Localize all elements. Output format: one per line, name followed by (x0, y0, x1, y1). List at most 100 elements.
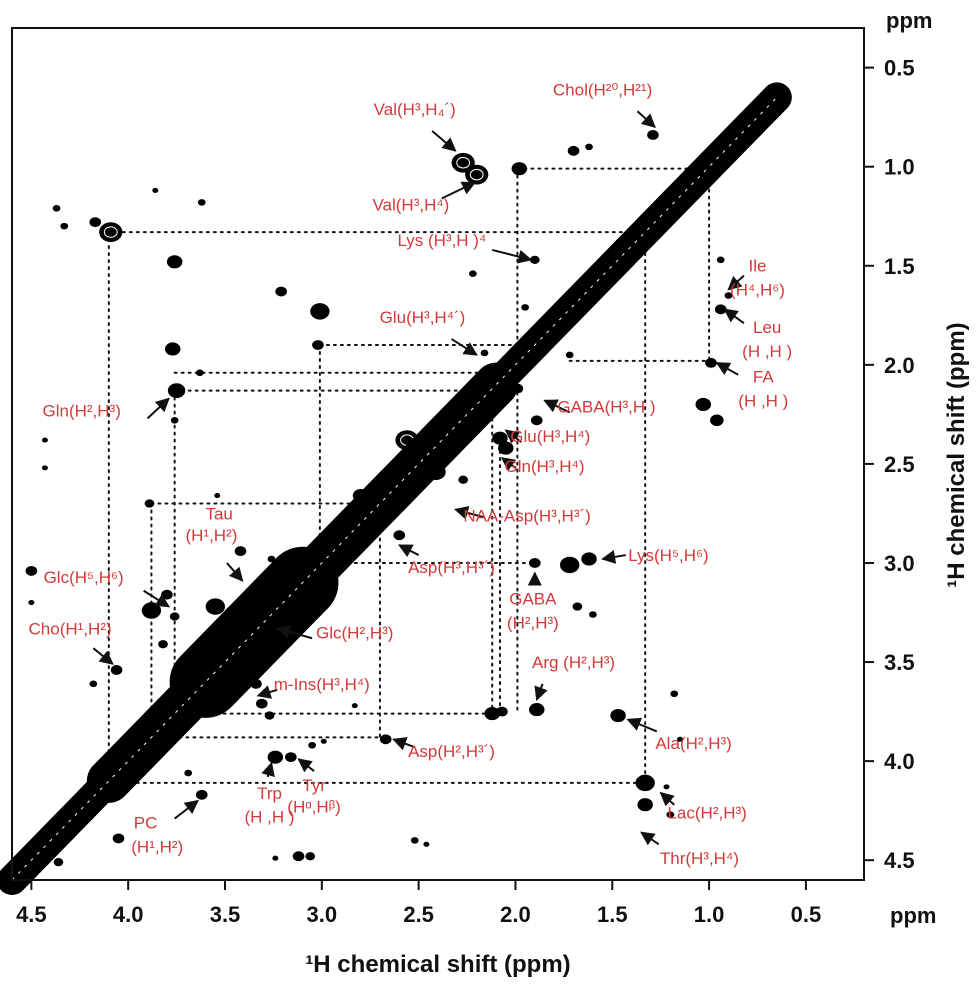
peak-87 (663, 784, 670, 790)
peak-54 (141, 602, 162, 619)
peak-72 (610, 708, 626, 723)
y-tick-label-5: 3.0 (884, 551, 915, 576)
arrow-leu (723, 308, 745, 325)
arrow-lac (659, 791, 675, 807)
peak-46 (581, 552, 597, 566)
annotation-arrows (92, 110, 745, 846)
x-tick-label-1: 4.0 (113, 902, 144, 927)
peak-48 (572, 602, 583, 611)
annotation-ile: Ile (749, 257, 767, 276)
peak-81 (195, 789, 208, 800)
annotation-cho: Cho(H¹,H²) (29, 619, 112, 638)
peak-92 (423, 841, 430, 847)
annotation-lac: Lac(H²,H³) (667, 804, 746, 823)
peak-8 (60, 222, 69, 230)
peak-45 (559, 556, 580, 574)
arrow-lys1 (491, 248, 533, 264)
arrow-val2 (441, 181, 477, 200)
peak-5 (585, 143, 593, 151)
annotation-trp2: (H ,H ) (245, 808, 295, 827)
x-tick-label-4: 2.5 (403, 902, 434, 927)
arrow-tau2 (226, 562, 244, 582)
x-axis-title: ¹H chemical shift (ppm) (305, 951, 570, 978)
arrow-glu2 (504, 429, 522, 444)
y-axis-title: ¹H chemical shift (ppm) (943, 322, 970, 587)
peak-88 (292, 851, 305, 862)
annotation-ala: Ala(H²,H³) (655, 734, 732, 753)
peak-2 (511, 162, 528, 176)
peak-9 (52, 205, 61, 212)
peak-17 (167, 383, 186, 399)
peak-64 (205, 598, 225, 615)
arrow-glc1 (143, 589, 171, 608)
peak-90 (272, 855, 279, 861)
peak-43 (393, 530, 406, 541)
peak-93 (53, 858, 64, 867)
y-tick-label-6: 3.5 (884, 650, 915, 675)
arrow-val1 (431, 130, 457, 152)
y-tick-label-7: 4.0 (884, 749, 915, 774)
peak-78 (267, 750, 284, 764)
plot-frame (11, 27, 865, 881)
peak-3 (647, 130, 659, 140)
peak-83 (112, 833, 125, 844)
peak-25 (716, 256, 725, 264)
peak-95 (41, 437, 48, 443)
peak-84 (635, 774, 655, 792)
arrow-mins (256, 685, 278, 699)
peak-47 (529, 558, 541, 568)
peak-67 (264, 711, 275, 720)
peak-76 (351, 703, 358, 709)
diagonal-band-sugar-region (169, 546, 339, 718)
y-axis-ticks: 0.5 1.0 1.5 2.0 2.5 3.0 3.5 4.0 4.5 (864, 56, 915, 873)
peak-80 (308, 741, 317, 749)
peak-10 (197, 199, 206, 206)
peak-55 (161, 589, 173, 600)
y-tick-label-3: 2.0 (884, 353, 915, 378)
x-axis-ticks: 4.5 4.0 3.5 3.0 2.5 2.0 1.5 1.0 0.5 (16, 880, 821, 927)
annotation-ile2: (H⁴,H⁶) (730, 280, 785, 299)
peak-96 (41, 465, 48, 471)
annotation-thr: Thr(H³,H⁴) (660, 849, 739, 868)
annotation-leu: Leu (753, 318, 781, 337)
peak-57 (158, 640, 168, 649)
annotation-labels: Val(H³,H₄´) Chol(H²⁰,H²¹) Val(H³,H⁴) Lys (H… (29, 80, 793, 868)
arrow-chol (636, 110, 656, 129)
peak-16 (164, 342, 181, 356)
annotation-leu2: (H ,H ) (742, 342, 792, 361)
arrow-ile (727, 274, 745, 291)
peak-58 (25, 565, 38, 576)
peak-56 (169, 612, 180, 621)
peak-15 (166, 255, 183, 269)
annotation-asp2: Asp(H²,H³´) (408, 742, 495, 761)
arrow-cho (92, 647, 114, 665)
annotation-glc1: Glc(H⁵,H⁶) (44, 568, 124, 587)
annotation-gaba1: GABA(H³,H ) (557, 397, 655, 416)
peak-1 (465, 164, 489, 185)
peak-60 (110, 665, 123, 675)
x-tick-label-8: 0.5 (791, 902, 822, 927)
peak-34 (498, 441, 514, 455)
peak-61 (89, 680, 98, 688)
annotation-asp1: Asp(H³,H³´) (408, 558, 495, 577)
annotation-gaba3: (H²,H³) (507, 613, 559, 632)
peak-13 (312, 340, 324, 350)
peak-6 (99, 222, 123, 242)
peak-24 (565, 351, 574, 359)
annotation-gln2: Gln(H³,H⁴) (504, 457, 584, 476)
peak-53 (267, 555, 276, 563)
arrow-gln1 (146, 397, 170, 420)
arrow-gaba1 (543, 399, 571, 414)
annotation-arg: Arg (H²,H³) (532, 653, 615, 672)
annotation-tau: Tau (205, 504, 232, 523)
annotation-chol: Chol(H²⁰,H²¹) (553, 80, 652, 99)
peak-89 (305, 852, 316, 861)
peak-52 (234, 546, 247, 557)
peak-91 (410, 837, 419, 844)
peak-70 (496, 706, 508, 717)
x-tick-label-2: 3.5 (210, 902, 241, 927)
arrow-trp (261, 761, 275, 778)
annotation-glu1: Glu(H³,H⁴´) (380, 308, 466, 327)
peak-66 (255, 698, 268, 709)
